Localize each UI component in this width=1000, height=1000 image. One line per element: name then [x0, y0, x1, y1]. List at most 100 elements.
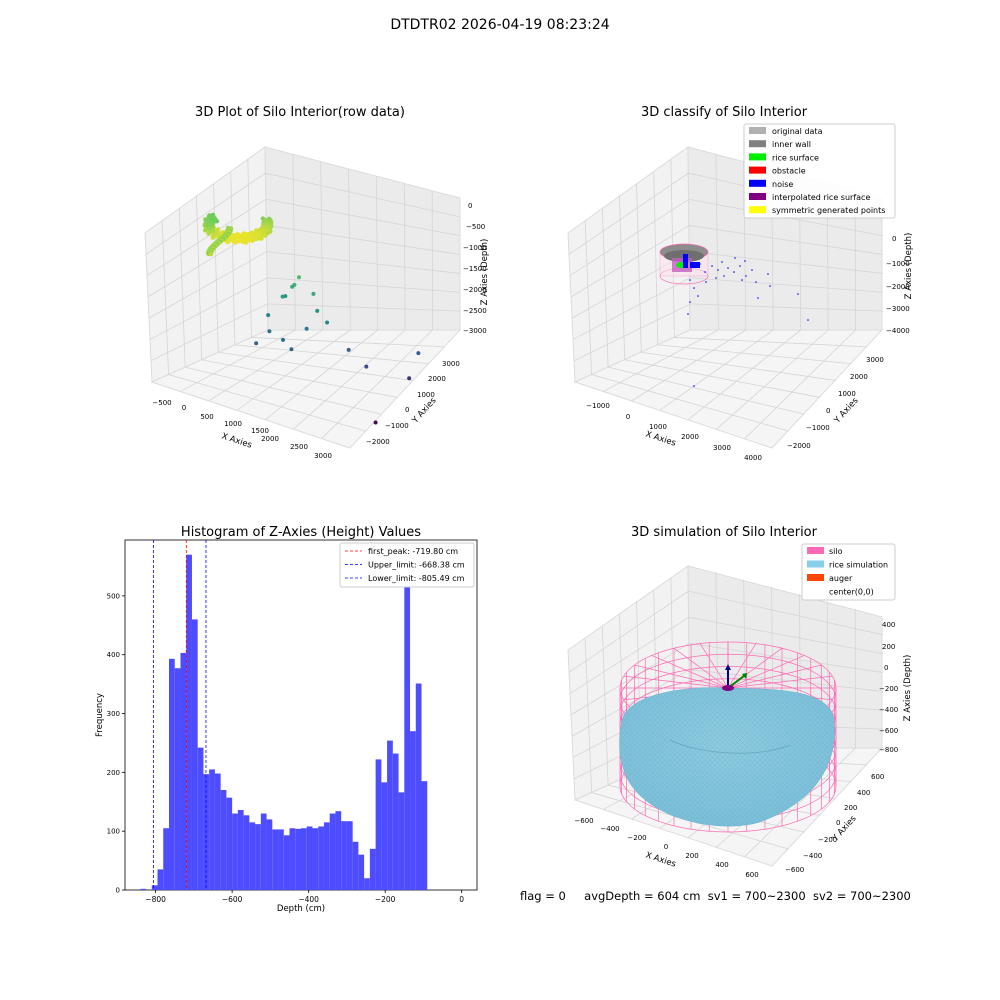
z-tick-labels: 0 −500 −1000 −1500 −2000 −2500 −3000: [463, 202, 487, 335]
histogram-bar: [404, 587, 411, 890]
x-tick-labels: −600 −400 −200 0 200 400 600: [574, 817, 758, 879]
classified-cylinder: [659, 243, 709, 285]
panel-title: 3D simulation of Silo Interior: [631, 525, 818, 540]
noise-point: [697, 295, 699, 297]
cluster-point: [211, 219, 216, 224]
y-tick: −200: [818, 836, 837, 844]
y-tick: 200: [844, 804, 857, 812]
histogram-bar: [410, 731, 416, 890]
silo-roof-wire: [727, 655, 805, 689]
scatter-point: [289, 347, 294, 352]
x-tick: 1000: [224, 420, 242, 428]
z-tick-labels: 400 200 0 −200 −400 −600 −800: [879, 621, 898, 754]
cluster-point: [259, 236, 264, 241]
y-tick-label: 0: [116, 887, 120, 895]
x-tick: 1000: [649, 423, 667, 431]
noise-point: [767, 273, 769, 275]
panel-histogram: Histogram of Z-Axies (Height) Values −80…: [95, 525, 478, 914]
panel-title: 3D Plot of Silo Interior(row data): [195, 105, 405, 120]
x-tick-labels: −1000 0 1000 2000 3000 4000: [586, 402, 762, 462]
noise-point: [723, 275, 725, 277]
noise-point: [704, 271, 706, 273]
silo-roof-wire: [623, 675, 729, 689]
y-tick: 0: [826, 407, 830, 415]
histogram-bar: [312, 828, 319, 890]
legend-label: inner wall: [772, 140, 811, 149]
y-axis-label: Frequency: [95, 693, 105, 737]
y-tick-labels: −2000 −1000 0 1000 2000 3000: [366, 360, 460, 446]
x-tick: 2500: [290, 443, 308, 451]
histogram-bar: [140, 888, 147, 890]
z-tick: −2500: [463, 307, 487, 315]
scatter-point: [290, 284, 295, 289]
legend-label: rice simulation: [829, 561, 888, 570]
histogram-bar: [375, 759, 382, 890]
legend: first_peak: -719.80 cm Upper_limit: -668.…: [339, 542, 475, 588]
histogram-bar: [191, 619, 198, 890]
x-tick: 2000: [261, 435, 279, 443]
x-tick-label: −600: [222, 895, 243, 904]
y-tick: 3000: [442, 360, 460, 368]
histogram-bar: [329, 813, 336, 890]
histogram-bar: [260, 813, 267, 890]
x-axis-label: X Axies: [644, 429, 677, 448]
dense-cluster: [202, 212, 274, 257]
legend-swatch: [807, 574, 824, 581]
x-tick-labels: −800 −600 −400 −200 0: [145, 890, 464, 904]
x-tick: 0: [182, 404, 186, 412]
panel-title: Histogram of Z-Axies (Height) Values: [181, 525, 421, 540]
histogram-bar: [157, 869, 164, 890]
x-tick-label: −200: [375, 895, 396, 904]
x-tick: 3000: [713, 444, 731, 452]
legend-swatch: [749, 140, 766, 148]
x-tick: 400: [715, 861, 728, 869]
histogram-bar: [306, 826, 313, 890]
scatter-point: [267, 329, 272, 334]
legend-label: center(0,0): [829, 588, 874, 597]
noise-point: [721, 261, 723, 263]
legend-swatch: [749, 193, 766, 200]
noise-point: [687, 313, 689, 315]
histogram-bar: [209, 769, 215, 890]
z-tick: −600: [879, 727, 898, 735]
z-tick: 0: [892, 235, 896, 243]
z-tick: −1000: [463, 244, 487, 252]
histogram-bar: [237, 810, 244, 890]
scatter-points: [254, 275, 421, 425]
histogram-bar: [220, 790, 227, 890]
noise-point: [727, 267, 729, 269]
y-tick: −600: [785, 866, 804, 874]
legend-label: obstacle: [772, 167, 806, 176]
legend-label: first_peak: -719.80 cm: [368, 547, 458, 556]
legend-swatch: [749, 153, 766, 161]
sv1-text: sv1 = 700~2300: [707, 889, 806, 903]
silo-roof-wire: [673, 647, 729, 689]
histogram-bar: [226, 797, 233, 890]
histogram-bar: [180, 652, 187, 890]
z-tick: −3000: [886, 305, 910, 313]
x-tick-label: 0: [459, 895, 464, 904]
histogram-bar: [214, 773, 221, 890]
x-tick-label: −800: [145, 895, 166, 904]
histogram-bar: [387, 740, 393, 890]
y-tick: 400: [857, 789, 870, 797]
noise-point: [693, 287, 695, 289]
legend: original data inner wall rice surface obsta…: [743, 123, 896, 219]
noise-point: [755, 281, 757, 283]
z-tick: 0: [884, 664, 888, 672]
histogram-bar: [352, 841, 359, 890]
z-tick: −500: [466, 223, 485, 231]
noise-points: [687, 257, 809, 387]
histogram-bar: [398, 792, 405, 890]
histogram-bar: [232, 813, 238, 890]
noise-point: [715, 277, 717, 279]
z-tick: −400: [879, 706, 898, 714]
histogram-bar: [278, 829, 284, 890]
y-tick: 0: [836, 819, 840, 827]
cluster-point: [214, 218, 220, 224]
cluster-point: [208, 215, 214, 221]
y-tick-label: 500: [107, 592, 120, 600]
x-tick: −600: [574, 817, 593, 825]
histogram-bar: [335, 811, 342, 890]
